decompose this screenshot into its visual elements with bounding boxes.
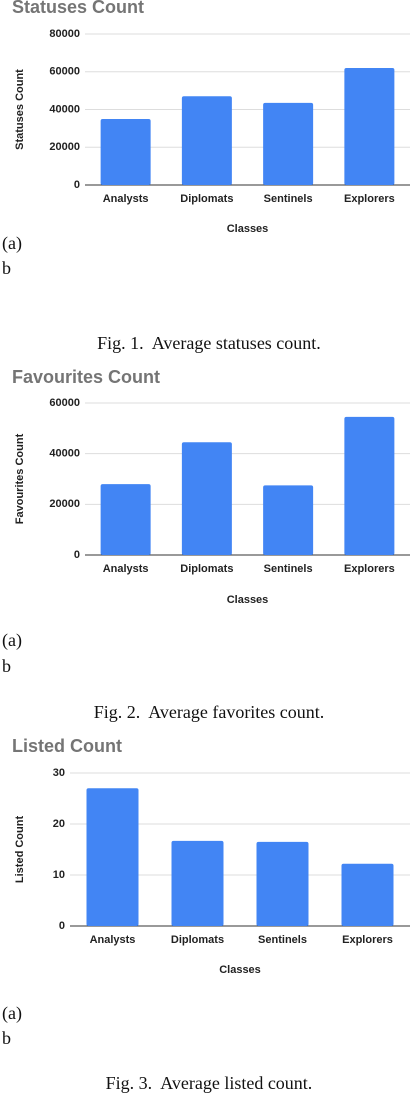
y-tick-label: 0 — [74, 549, 80, 561]
y-tick-label: 40000 — [49, 448, 80, 460]
figure-caption: Fig. 2. Average favorites count. — [94, 702, 325, 722]
y-tick-label: 0 — [59, 920, 65, 932]
x-tick-label: Explorers — [342, 934, 393, 946]
y-tick-label: 40000 — [49, 103, 80, 115]
subfigure-label: (a) — [2, 233, 22, 254]
bar — [263, 485, 314, 555]
subfigure-label: (a) — [2, 1003, 22, 1024]
x-tick-label: Analysts — [103, 563, 149, 575]
bar — [181, 442, 232, 555]
bar — [344, 416, 395, 555]
bar — [181, 96, 232, 185]
bar — [100, 484, 151, 555]
x-tick-label: Explorers — [344, 563, 395, 575]
subfigure-label: b — [2, 656, 11, 676]
y-tick-label: 60000 — [49, 397, 80, 409]
y-tick-label: 20000 — [49, 141, 80, 153]
bar — [263, 102, 314, 185]
x-tick-label: Sentinels — [264, 193, 313, 205]
x-tick-label: Sentinels — [264, 563, 313, 575]
bar — [256, 841, 309, 926]
x-axis-label: Classes — [227, 594, 269, 606]
x-tick-label: Diplomats — [180, 193, 233, 205]
chart-title: Statuses Count — [12, 0, 144, 17]
y-tick-label: 60000 — [49, 66, 80, 78]
y-tick-label: 20 — [53, 818, 65, 830]
y-axis-label: Favourites Count — [14, 433, 26, 524]
y-axis-label: Statuses Count — [14, 69, 26, 150]
bar — [100, 118, 151, 185]
subfigure-label: (a) — [2, 630, 22, 651]
y-tick-label: 20000 — [49, 498, 80, 510]
bar — [86, 788, 139, 926]
chart-title: Listed Count — [12, 736, 122, 756]
subfigure-label: b — [2, 1028, 11, 1048]
y-tick-label: 30 — [53, 767, 65, 779]
x-tick-label: Diplomats — [171, 934, 224, 946]
chart-title: Favourites Count — [12, 367, 160, 387]
x-axis-label: Classes — [227, 223, 269, 235]
y-tick-label: 10 — [53, 869, 65, 881]
bar — [341, 863, 394, 926]
x-tick-label: Explorers — [344, 193, 395, 205]
x-axis-label: Classes — [219, 964, 261, 976]
y-tick-label: 0 — [74, 179, 80, 191]
x-tick-label: Analysts — [90, 934, 136, 946]
y-axis-label: Listed Count — [14, 816, 26, 884]
x-tick-label: Sentinels — [258, 934, 307, 946]
figure-caption: Fig. 3. Average listed count. — [106, 1073, 313, 1093]
figure-caption: Fig. 1. Average statuses count. — [97, 333, 321, 353]
y-tick-label: 80000 — [49, 28, 80, 40]
bar — [171, 840, 224, 926]
subfigure-label: b — [2, 258, 11, 278]
bar — [344, 67, 395, 185]
x-tick-label: Diplomats — [180, 563, 233, 575]
x-tick-label: Analysts — [103, 193, 149, 205]
